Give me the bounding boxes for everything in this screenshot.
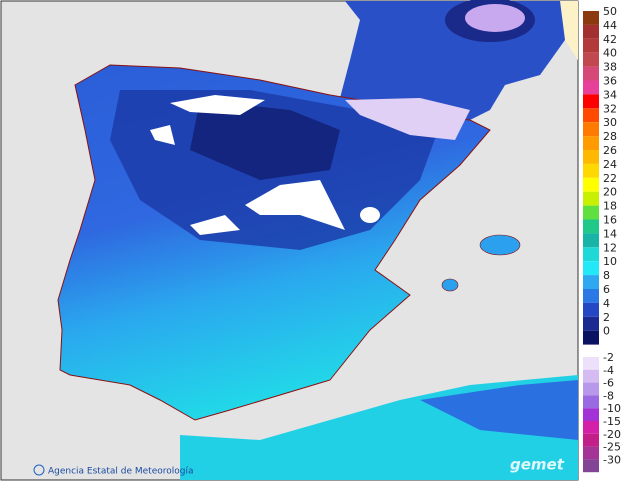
legend-label: -20 xyxy=(603,428,621,441)
frost-cantabria xyxy=(170,95,265,115)
legend-label: 32 xyxy=(603,102,617,115)
legend-swatch xyxy=(583,316,599,331)
atlas-cold xyxy=(420,380,578,440)
legend-swatch xyxy=(583,150,599,164)
legend-swatch xyxy=(583,24,599,39)
legend-label: 18 xyxy=(603,200,617,213)
legend-label: 36 xyxy=(603,75,617,88)
frost-sistema xyxy=(245,180,345,230)
legend-swatch xyxy=(583,446,599,460)
legend-label: 2 xyxy=(603,311,610,324)
credit-icon xyxy=(33,464,45,476)
legend-label: 40 xyxy=(603,47,617,60)
legend: 5044424038363432302826242220181614121086… xyxy=(583,5,621,473)
legend-swatch xyxy=(583,395,599,409)
legend-swatch xyxy=(583,80,599,95)
legend-label: 8 xyxy=(603,269,610,282)
legend-swatch xyxy=(583,289,599,303)
legend-swatch xyxy=(583,52,599,67)
land-east xyxy=(560,1,578,60)
legend-label: 50 xyxy=(603,5,617,18)
ibiza xyxy=(441,278,459,292)
legend-swatch xyxy=(583,219,599,234)
legend-swatch xyxy=(583,302,599,317)
frost-pyrenees xyxy=(345,98,470,140)
legend-label: 42 xyxy=(603,33,617,46)
legend-swatch xyxy=(583,108,599,123)
legend-swatch xyxy=(583,122,599,137)
legend-swatch xyxy=(583,357,599,370)
legend-swatch xyxy=(583,261,599,276)
legend-label: 6 xyxy=(603,283,610,296)
legend-label: -10 xyxy=(603,402,621,415)
frost-leon xyxy=(150,125,175,145)
legend-swatch xyxy=(583,191,599,206)
legend-swatch xyxy=(583,66,599,81)
legend-label: -4 xyxy=(603,364,614,377)
legend-swatch xyxy=(583,205,599,220)
legend-label: 24 xyxy=(603,158,617,171)
legend-label: 28 xyxy=(603,130,617,143)
legend-swatch xyxy=(583,233,599,248)
legend-swatch xyxy=(583,459,599,473)
legend-label: 38 xyxy=(603,61,617,74)
legend-swatch xyxy=(583,247,599,262)
legend-swatch xyxy=(583,421,599,434)
legend-label: 4 xyxy=(603,297,610,310)
frost-teruel xyxy=(360,207,380,223)
legend-swatch xyxy=(583,38,599,53)
legend-label: -15 xyxy=(603,415,621,428)
credit: Agencia Estatal de Meteorología xyxy=(48,467,194,477)
legend-label: 16 xyxy=(603,214,617,227)
legend-label: -25 xyxy=(603,441,621,454)
legend-swatch xyxy=(583,11,599,25)
legend-label: 22 xyxy=(603,172,617,185)
legend-swatch xyxy=(583,94,599,109)
legend-label: 0 xyxy=(603,325,610,338)
legend-label: 44 xyxy=(603,19,617,32)
legend-swatch xyxy=(583,433,599,447)
legend-label: 34 xyxy=(603,88,617,101)
frost-gredos xyxy=(190,215,240,235)
legend-label: -2 xyxy=(603,351,614,364)
legend-swatch xyxy=(583,408,599,421)
mallorca xyxy=(479,234,521,256)
legend-label: -30 xyxy=(603,453,621,466)
legend-label: 20 xyxy=(603,186,617,199)
legend-label: 30 xyxy=(603,116,617,129)
legend-label: -8 xyxy=(603,389,614,402)
logo: gemet xyxy=(510,456,565,474)
legend-label: 14 xyxy=(603,227,617,240)
legend-swatch xyxy=(583,136,599,150)
north-cold xyxy=(190,100,340,180)
legend-label: 12 xyxy=(603,241,617,254)
legend-swatch xyxy=(583,330,599,345)
legend-label: -6 xyxy=(603,377,614,390)
legend-swatch xyxy=(583,177,599,192)
legend-swatch xyxy=(583,369,599,383)
alps-frost xyxy=(465,4,525,32)
legend-swatch xyxy=(583,382,599,396)
legend-swatch xyxy=(583,163,599,178)
legend-swatch xyxy=(583,275,599,289)
legend-label: 26 xyxy=(603,144,617,157)
legend-label: 10 xyxy=(603,255,617,268)
